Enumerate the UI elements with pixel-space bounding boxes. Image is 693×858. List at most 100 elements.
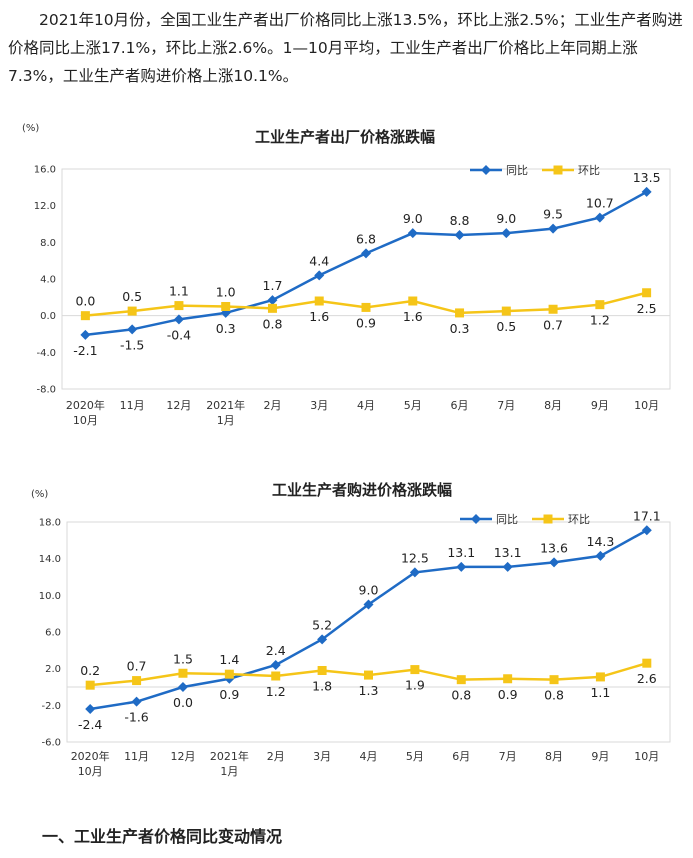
mom-point (174, 301, 184, 311)
x-tick-label: 2020年 10月 (71, 749, 110, 778)
mom-data-label: 0.9 (356, 315, 376, 330)
y-tick-label: 2.0 (45, 664, 61, 675)
yoy-point (641, 186, 652, 197)
y-tick-label: 12.0 (34, 201, 56, 212)
mom-point (501, 306, 511, 316)
intro-paragraph: 2021年10月份，全国工业生产者出厂价格同比上涨13.5%，环比上涨2.5%；… (8, 11, 683, 85)
yoy-data-label: 14.3 (587, 534, 615, 549)
yoy-data-label: 0.9 (219, 687, 239, 702)
x-tick-label: 10月 (634, 750, 659, 763)
yoy-point (177, 682, 188, 692)
yoy-point (361, 248, 371, 259)
yoy-data-label: 9.0 (403, 211, 423, 226)
x-tick-label: 4月 (360, 750, 378, 763)
mom-data-label: 0.8 (263, 316, 283, 331)
yoy-data-label: 6.8 (356, 231, 376, 246)
yoy-data-label: 10.7 (586, 196, 614, 211)
legend-mom-label: 环比 (568, 513, 590, 526)
x-tick-label: 2月 (267, 750, 285, 763)
mom-data-label: 0.8 (544, 688, 564, 703)
mom-point (85, 680, 95, 690)
mom-point (314, 296, 324, 306)
y-tick-label: 14.0 (39, 554, 61, 565)
yoy-point (409, 567, 420, 578)
yoy-data-label: 0.3 (216, 321, 236, 336)
yoy-data-label: -0.4 (167, 327, 191, 342)
x-tick-label: 7月 (497, 399, 515, 412)
x-tick-label: 6月 (451, 399, 469, 412)
plot-frame (61, 168, 671, 390)
x-tick-label: 8月 (544, 399, 562, 412)
mom-point (548, 304, 558, 314)
mom-point (595, 672, 605, 682)
chart-title: 工业生产者购进价格涨跌幅 (272, 481, 452, 499)
yoy-point (85, 704, 96, 714)
y-tick-label: -6.0 (41, 738, 61, 749)
y-tick-label: 6.0 (45, 628, 61, 639)
x-tick-label: 3月 (313, 750, 331, 763)
yoy-data-label: 17.1 (633, 508, 661, 523)
y-unit-label: (%) (22, 123, 39, 134)
y-tick-label: -8.0 (36, 385, 56, 396)
mom-data-label: 1.0 (216, 285, 236, 300)
mom-point (178, 668, 188, 678)
yoy-point (641, 525, 652, 536)
x-tick-label: 7月 (499, 750, 517, 763)
yoy-data-label: 4.4 (309, 253, 329, 268)
mom-point (503, 674, 513, 684)
y-unit-label: (%) (31, 489, 48, 500)
chart-purchase-price: 工业生产者购进价格涨跌幅 (%) 18.0 14.0 10.0 6.0 2.0 -2.0 -6.… (0, 478, 693, 798)
yoy-point (454, 230, 465, 240)
yoy-point (131, 696, 142, 707)
yoy-point (173, 314, 184, 325)
yoy-point (270, 660, 281, 670)
yoy-data-label: 5.2 (312, 617, 332, 632)
mom-point (595, 300, 605, 310)
mom-data-label: 1.6 (309, 309, 329, 324)
y-tick-label: 18.0 (39, 518, 61, 529)
mom-data-label: 0.5 (496, 319, 516, 334)
mom-point (456, 675, 466, 685)
mom-data-label: 1.6 (403, 309, 423, 324)
x-tick-label: 2021年 1月 (206, 398, 245, 427)
x-tick-label: 9月 (591, 750, 609, 763)
yoy-point (407, 228, 418, 239)
mom-data-label: 0.7 (543, 317, 563, 332)
x-tick-label: 5月 (404, 399, 422, 412)
y-tick-label: 8.0 (40, 238, 56, 249)
mom-point (642, 288, 652, 298)
mom-data-label: 1.9 (405, 678, 425, 693)
x-tick-label: 2月 (263, 399, 281, 412)
purchase-price-chart-svg: 工业生产者购进价格涨跌幅 (%) 18.0 14.0 10.0 6.0 2.0 -2.0 -6.… (31, 481, 671, 778)
yoy-data-label: 0.0 (173, 695, 193, 710)
yoy-data-label: 12.5 (401, 550, 429, 565)
y-tick-label: 10.0 (39, 591, 61, 602)
mom-point (224, 669, 234, 679)
mom-data-label: 1.1 (590, 685, 610, 700)
y-tick-label: -4.0 (36, 348, 56, 359)
mom-data-label: 0.0 (75, 294, 95, 309)
mom-point (221, 302, 231, 311)
x-tick-label: 5月 (406, 750, 424, 763)
yoy-point (502, 561, 513, 572)
x-tick-label: 11月 (120, 399, 145, 412)
mom-data-label: 1.3 (359, 683, 379, 698)
yoy-data-label: 2.4 (266, 643, 286, 658)
legend-mom-label: 环比 (578, 164, 600, 177)
legend-yoy-label: 同比 (506, 164, 528, 177)
mom-data-label: 0.9 (498, 687, 518, 702)
y-tick-label: 0.0 (40, 311, 56, 322)
yoy-point (127, 324, 138, 335)
yoy-point (549, 557, 560, 568)
plot-frame (66, 521, 671, 743)
mom-point (364, 670, 373, 680)
mom-point (271, 671, 281, 681)
mom-data-label: 1.8 (312, 679, 332, 694)
legend-yoy-label: 同比 (496, 513, 518, 526)
legend-yoy-marker (481, 165, 491, 175)
mom-data-label: 1.4 (219, 652, 239, 667)
yoy-point (594, 212, 605, 223)
mom-data-label: 0.7 (127, 659, 147, 674)
x-tick-label: 2021年 1月 (210, 749, 249, 778)
mom-point (132, 676, 142, 686)
